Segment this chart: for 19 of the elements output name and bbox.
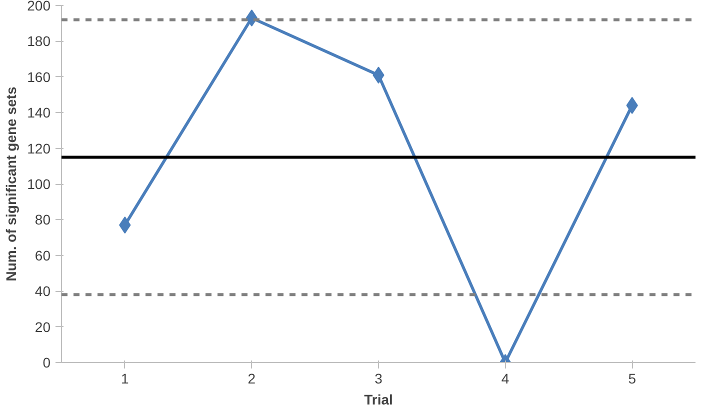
y-tick-label: 20 bbox=[34, 318, 51, 335]
y-tick-label: 120 bbox=[27, 140, 51, 156]
y-tick-label: 80 bbox=[34, 212, 51, 228]
y-tick-label: 140 bbox=[27, 104, 51, 121]
x-tick-label: 1 bbox=[121, 370, 130, 386]
x-tick-label: 3 bbox=[374, 370, 383, 386]
y-tick-label: 60 bbox=[34, 247, 51, 264]
y-axis-title: Num. of significant gene sets bbox=[3, 86, 20, 282]
point bbox=[246, 9, 258, 26]
y-tick-label: 40 bbox=[34, 283, 51, 300]
x-tick-label: 5 bbox=[628, 370, 636, 386]
y-tick-label: 180 bbox=[27, 33, 51, 50]
y-tick-label: 100 bbox=[27, 176, 51, 192]
y-tick-label: 0 bbox=[42, 354, 51, 370]
y-tick-label: 200 bbox=[27, 0, 51, 14]
x-axis-title: Trial bbox=[364, 392, 393, 408]
x-tick-label: 4 bbox=[501, 370, 510, 386]
x-tick-label: 2 bbox=[248, 370, 256, 386]
y-tick-label: 160 bbox=[27, 68, 51, 85]
